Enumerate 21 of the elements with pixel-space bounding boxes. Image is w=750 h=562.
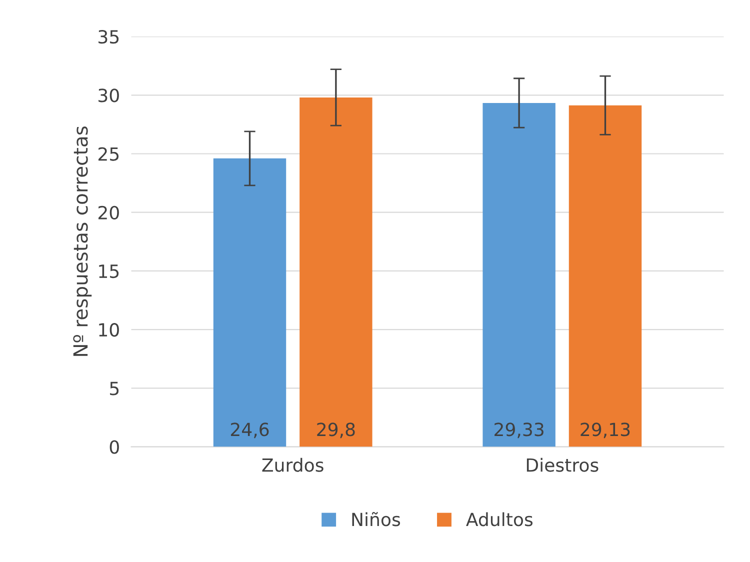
- data-label: 29,13: [580, 422, 630, 438]
- y-tick-label: 15: [99, 264, 119, 278]
- x-tick-label: Diestros: [526, 458, 598, 472]
- bar: [300, 97, 372, 447]
- x-tick-label: Zurdos: [262, 458, 324, 472]
- y-tick-label: 10: [99, 323, 119, 337]
- data-label: 24,6: [230, 422, 269, 438]
- legend-label: Adultos: [466, 512, 533, 526]
- y-tick-label: 30: [98, 88, 119, 102]
- y-tick-label: 35: [98, 30, 119, 44]
- data-label: 29,33: [494, 422, 544, 438]
- bar: [568, 105, 642, 447]
- bar: [213, 158, 286, 447]
- y-tick-label: 20: [98, 206, 119, 220]
- data-label: 29,8: [317, 422, 355, 438]
- y-tick-label: 5: [110, 382, 119, 396]
- y-tick-label: 0: [110, 440, 119, 454]
- legend-label: Niños: [352, 512, 400, 526]
- y-tick-label: 25: [98, 147, 119, 161]
- bar: [482, 102, 556, 447]
- y-axis-title: Nº respuestas correctas: [73, 126, 92, 356]
